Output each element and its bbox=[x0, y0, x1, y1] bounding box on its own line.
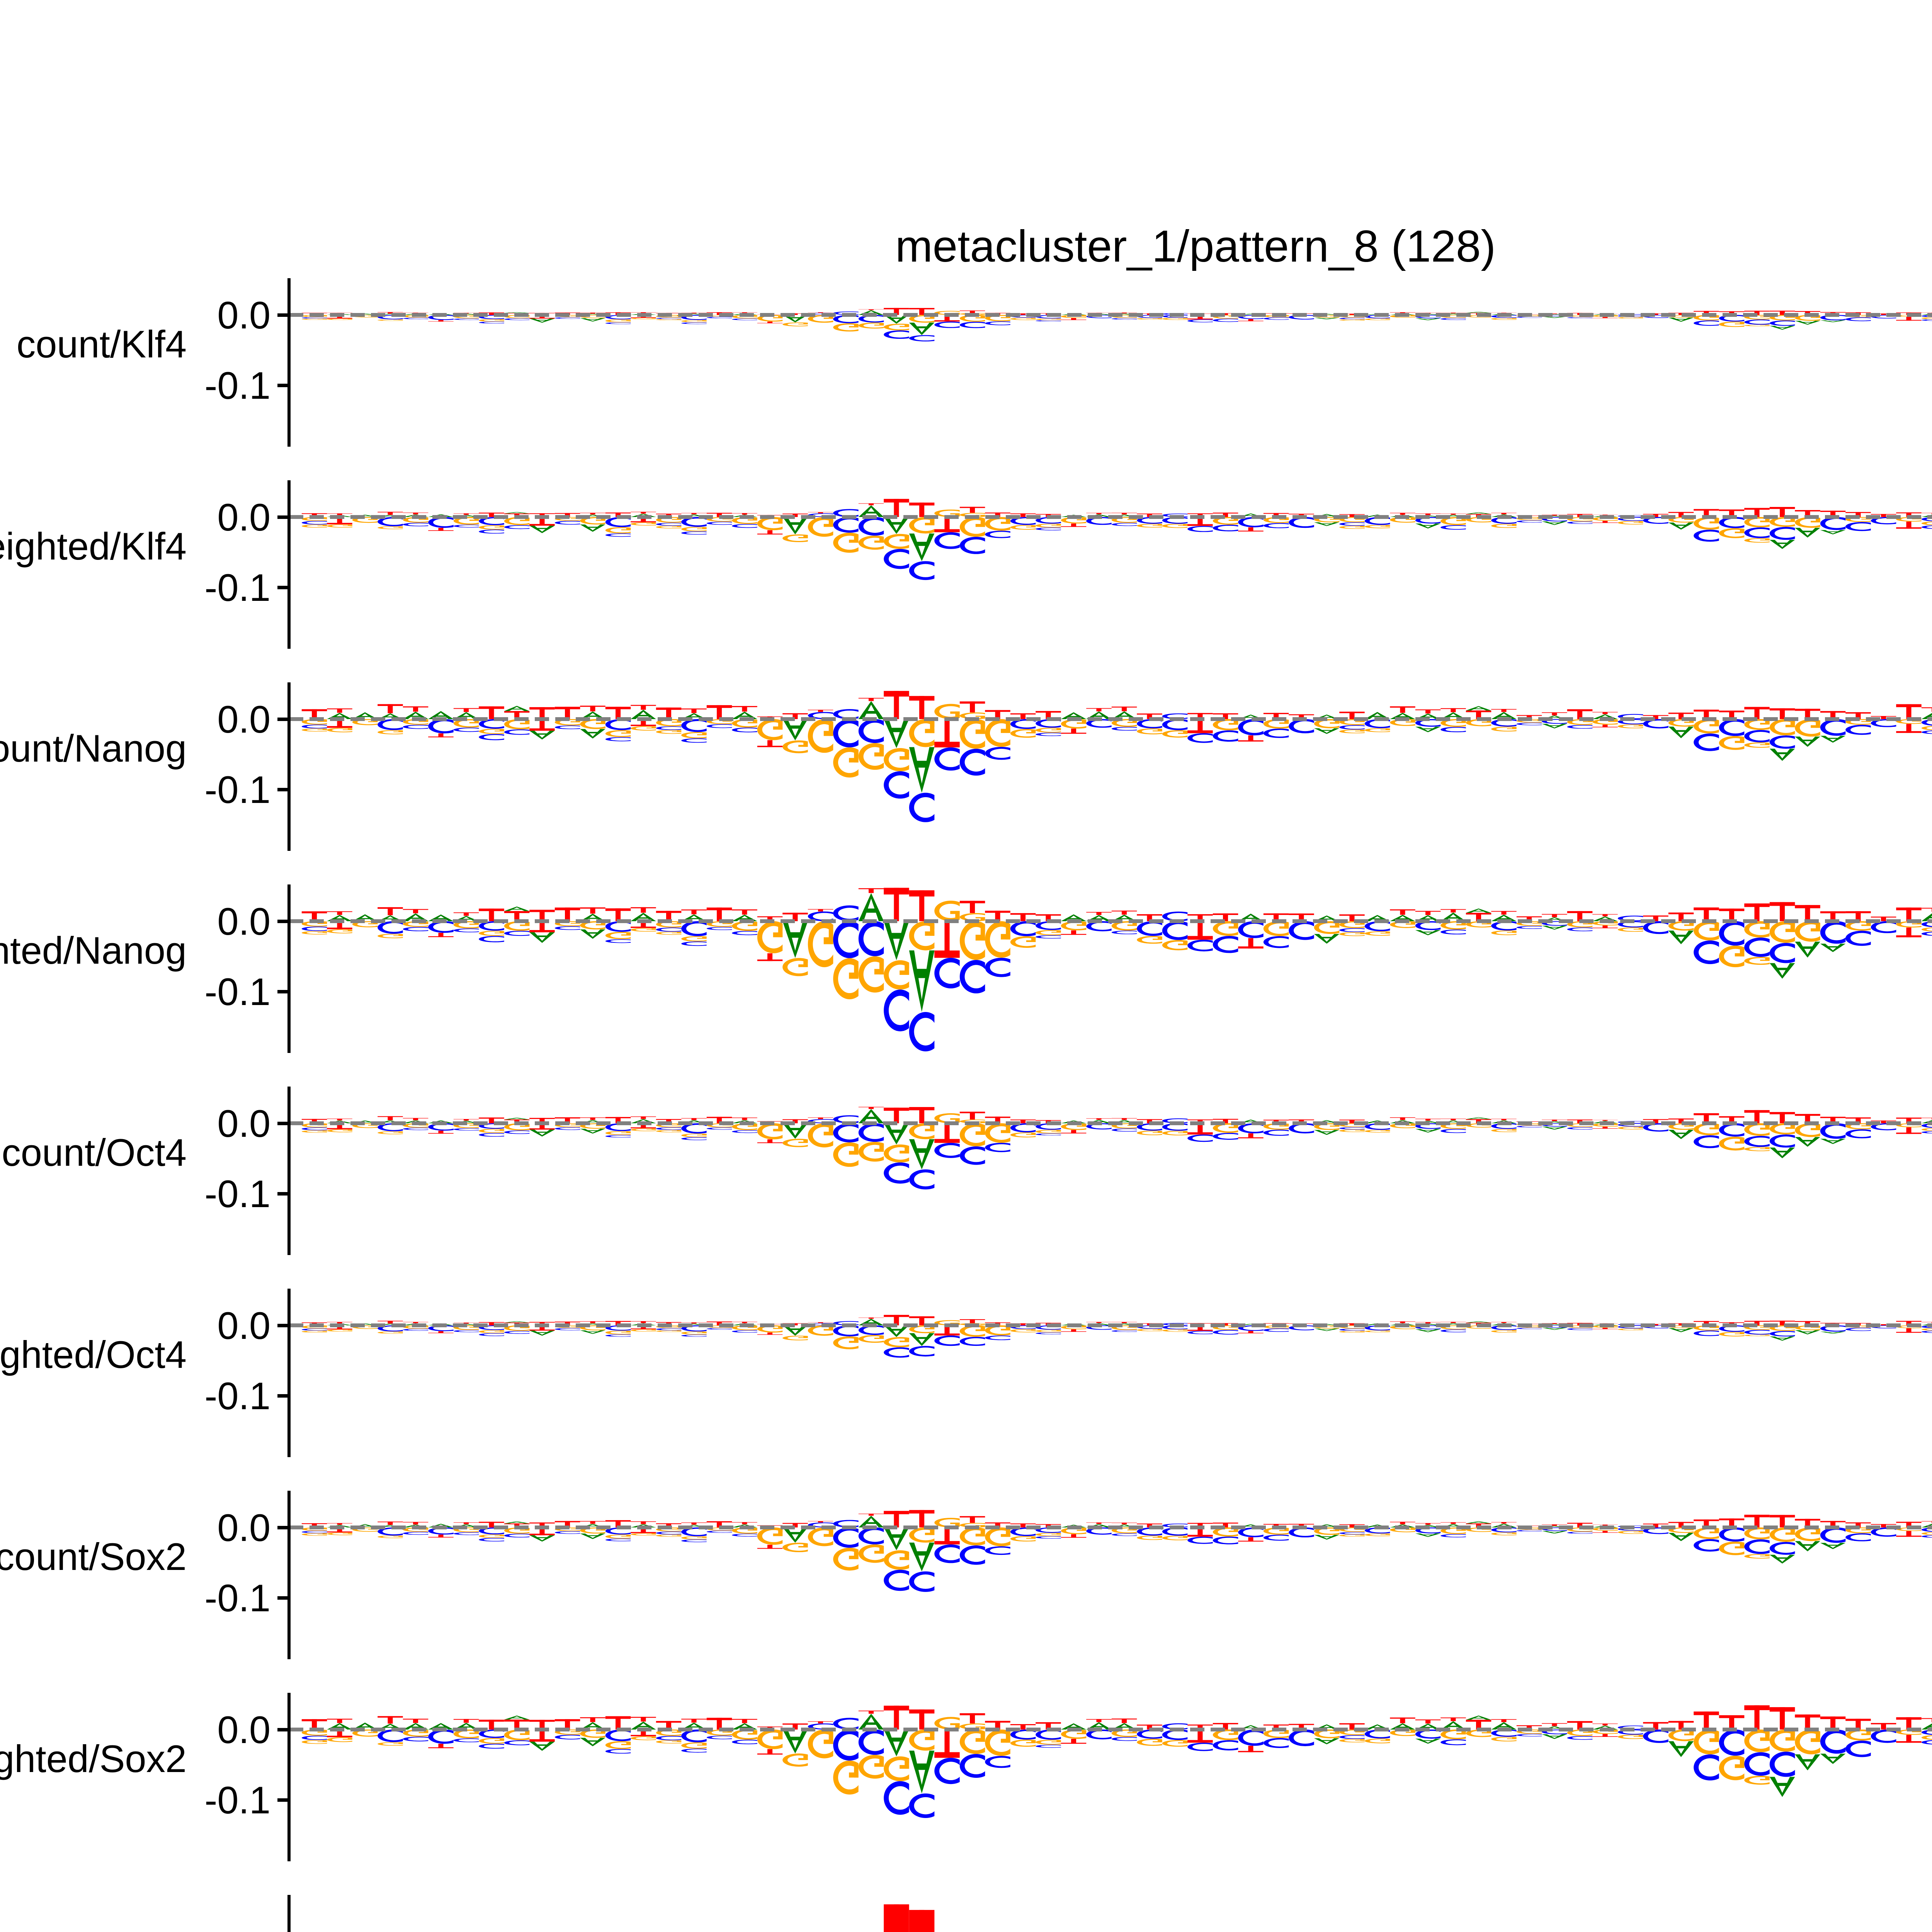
svg-text:0.0: 0.0 bbox=[217, 900, 270, 943]
svg-text:count/Nanog: count/Nanog bbox=[0, 727, 187, 770]
svg-text:metacluster_1/pattern_8 (128): metacluster_1/pattern_8 (128) bbox=[895, 221, 1496, 271]
svg-text:-0.1: -0.1 bbox=[204, 1577, 270, 1619]
svg-text:-0.1: -0.1 bbox=[204, 566, 270, 609]
svg-text:weighted/Oct4: weighted/Oct4 bbox=[0, 1333, 187, 1376]
svg-text:count/Klf4: count/Klf4 bbox=[17, 323, 187, 366]
svg-text:-0.1: -0.1 bbox=[204, 1172, 270, 1215]
svg-text:weighted/Nanog: weighted/Nanog bbox=[0, 929, 187, 972]
svg-text:0.0: 0.0 bbox=[217, 1304, 270, 1347]
svg-text:weighted/Sox2: weighted/Sox2 bbox=[0, 1737, 187, 1780]
svg-text:count/Sox2: count/Sox2 bbox=[0, 1535, 187, 1578]
svg-text:0.0: 0.0 bbox=[217, 698, 270, 741]
svg-text:-0.1: -0.1 bbox=[204, 1374, 270, 1417]
svg-text:-0.1: -0.1 bbox=[204, 1779, 270, 1821]
svg-text:0.0: 0.0 bbox=[217, 1708, 270, 1751]
svg-text:-0.1: -0.1 bbox=[204, 364, 270, 407]
svg-text:-0.1: -0.1 bbox=[204, 970, 270, 1013]
svg-text:weighted/Klf4: weighted/Klf4 bbox=[0, 525, 187, 568]
svg-text:0.0: 0.0 bbox=[217, 1102, 270, 1145]
svg-text:-0.1: -0.1 bbox=[204, 768, 270, 811]
svg-text:0.0: 0.0 bbox=[217, 496, 270, 539]
svg-text:0.0: 0.0 bbox=[217, 294, 270, 337]
svg-text:0.0: 0.0 bbox=[217, 1506, 270, 1549]
svg-text:count/Oct4: count/Oct4 bbox=[2, 1131, 187, 1174]
